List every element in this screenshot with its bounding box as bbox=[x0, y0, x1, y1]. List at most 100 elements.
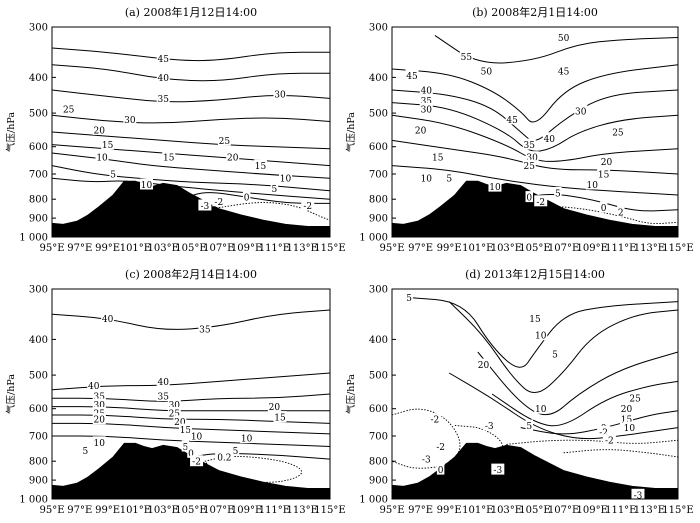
panel-title: (c) 2008年2月14日14:00 bbox=[125, 267, 257, 281]
x-tick-label: 109°E bbox=[577, 243, 608, 254]
x-tick-label: 113°E bbox=[287, 243, 318, 254]
contour-label: 0 bbox=[188, 449, 194, 459]
contour-label-bg bbox=[231, 444, 240, 456]
contour-label: 5 bbox=[555, 189, 561, 199]
x-tick-label: 115°E bbox=[662, 505, 693, 516]
contour-label-bg bbox=[301, 199, 315, 211]
contour-line bbox=[51, 64, 330, 82]
contour-label: 20 bbox=[269, 403, 281, 413]
contour-label: 30 bbox=[94, 401, 106, 411]
contour-line bbox=[434, 34, 679, 64]
contour-label-bg bbox=[95, 151, 109, 163]
contour-label: 20 bbox=[478, 361, 490, 371]
y-axis-label: 气压/hPa bbox=[345, 374, 357, 414]
contour-label-bg bbox=[101, 312, 115, 324]
contour-line bbox=[51, 89, 331, 103]
contour-label: 25 bbox=[524, 162, 536, 172]
contour-label-bg bbox=[482, 419, 496, 431]
x-tick-label: 107°E bbox=[203, 505, 234, 516]
contour-label-bg bbox=[600, 155, 613, 167]
y-tick-label: 800 bbox=[29, 457, 48, 468]
contour-label: 5 bbox=[183, 443, 189, 453]
contour-label: -3 bbox=[422, 456, 431, 466]
contour-line bbox=[391, 165, 679, 196]
contour-label-bg bbox=[92, 413, 106, 425]
contour-label: 15 bbox=[621, 416, 633, 426]
contour-label: 40 bbox=[102, 315, 114, 325]
x-tick-label: 107°E bbox=[203, 243, 234, 254]
x-tick-label: 105°E bbox=[519, 243, 550, 254]
contour-label: 15 bbox=[529, 315, 541, 325]
y-tick-label: 900 bbox=[369, 476, 388, 487]
contour-label-bg bbox=[597, 168, 611, 179]
contour-label: -2 bbox=[303, 202, 312, 212]
contour-label-bg bbox=[178, 423, 192, 435]
contour-label-bg bbox=[273, 411, 287, 423]
contour-label-bg bbox=[445, 172, 453, 184]
y-tick-label: 1 000 bbox=[19, 495, 48, 506]
y-tick-label: 600 bbox=[29, 404, 48, 415]
contour-label: 25 bbox=[63, 105, 75, 115]
contour-label-bg bbox=[242, 191, 251, 203]
y-tick-label: 600 bbox=[369, 142, 388, 153]
y-tick-label: 700 bbox=[29, 170, 48, 181]
x-tick-label: 113°E bbox=[634, 505, 665, 516]
x-tick-label: 115°E bbox=[662, 243, 693, 254]
x-tick-label: 99°E bbox=[95, 505, 120, 516]
contour-label: 10 bbox=[96, 154, 108, 164]
contour-label-bg bbox=[491, 463, 505, 475]
contour-label-bg bbox=[479, 65, 493, 77]
contour-label-bg bbox=[525, 191, 534, 203]
contour-label-bg bbox=[534, 402, 548, 414]
x-tick-label: 109°E bbox=[231, 243, 262, 254]
x-tick-label: 105°E bbox=[175, 505, 206, 516]
contour-label: 35 bbox=[199, 325, 211, 335]
contour-line bbox=[52, 435, 331, 447]
contour-label: 0 bbox=[526, 194, 532, 204]
negative-contour-line bbox=[391, 408, 461, 469]
contour-label-bg bbox=[187, 446, 195, 458]
contour-label: 20 bbox=[94, 126, 106, 136]
contour-label: 25 bbox=[612, 129, 624, 139]
contour-label-bg bbox=[156, 92, 170, 104]
y-tick-label: 800 bbox=[369, 195, 388, 206]
contour-label-bg bbox=[488, 180, 502, 192]
contour-label: 10 bbox=[624, 424, 636, 434]
x-tick-label: 111°E bbox=[259, 505, 290, 516]
terrain bbox=[391, 442, 679, 500]
contour-line bbox=[51, 131, 331, 150]
contour-label-bg bbox=[190, 455, 204, 467]
y-tick-label: 1 000 bbox=[19, 233, 48, 244]
y-axis-label: 气压/hPa bbox=[345, 112, 357, 152]
contour-label-bg bbox=[434, 440, 448, 452]
x-tick-label: 111°E bbox=[605, 243, 636, 254]
contour-line bbox=[406, 296, 679, 368]
x-tick-label: 99°E bbox=[95, 243, 120, 254]
contour-label-bg bbox=[198, 322, 212, 334]
contour-label: 45 bbox=[506, 116, 518, 126]
contour-label-bg bbox=[190, 430, 204, 441]
x-tick-label: 105°E bbox=[175, 243, 206, 254]
terrain bbox=[51, 442, 331, 500]
contour-label: 20 bbox=[415, 126, 427, 136]
contour-label: 30 bbox=[124, 116, 136, 126]
contour-label: 25 bbox=[169, 409, 181, 419]
x-tick-label: 97°E bbox=[408, 243, 433, 254]
contour-label-bg bbox=[267, 400, 281, 412]
contour-label-bg bbox=[419, 172, 433, 184]
contour-label-bg bbox=[240, 432, 254, 444]
y-tick-label: 900 bbox=[29, 214, 48, 225]
contour-label-bg bbox=[156, 390, 170, 402]
contour-label-bg bbox=[92, 436, 106, 448]
x-tick-label: 107°E bbox=[548, 243, 579, 254]
contour-label: 0.2 bbox=[217, 454, 231, 464]
x-tick-label: 95°E bbox=[379, 505, 404, 516]
contour-label-bg bbox=[631, 488, 645, 500]
contour-label: 30 bbox=[421, 105, 433, 115]
contour-label: 45 bbox=[406, 72, 418, 82]
contour-label-bg bbox=[620, 402, 634, 414]
contour-label-bg bbox=[62, 102, 76, 114]
contour-label-bg bbox=[620, 413, 634, 425]
contour-label: 10 bbox=[586, 181, 598, 191]
